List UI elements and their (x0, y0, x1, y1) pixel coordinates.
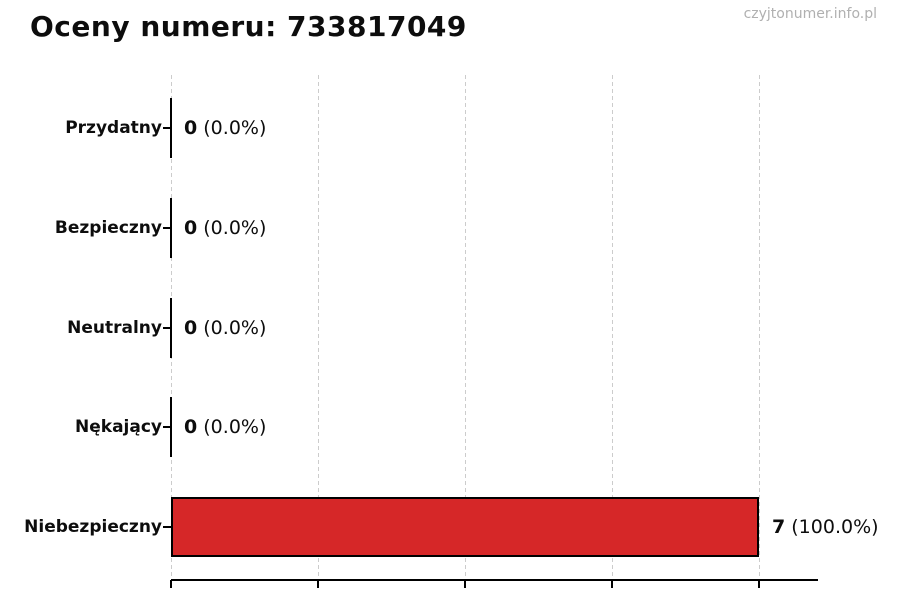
y-axis-tick (163, 127, 171, 129)
y-axis-tick (163, 326, 171, 329)
category-label: Niebezpieczny (24, 517, 162, 537)
value-label: 7 (100.0%) (772, 514, 879, 540)
watermark-text: czyjtonumer.info.pl (743, 6, 877, 22)
bar (171, 497, 759, 557)
category-label: Bezpieczny (54, 217, 162, 238)
chart-title: Oceny numeru: 733817049 (30, 10, 467, 43)
x-axis-tick (170, 580, 172, 588)
value-count: 0 (184, 316, 198, 339)
x-axis-tick (611, 580, 613, 588)
value-count: 0 (184, 416, 198, 439)
value-percent: (0.0%) (197, 117, 267, 139)
x-gridline (612, 75, 613, 580)
zero-value-bar-edge (170, 197, 172, 258)
x-axis-tick (317, 580, 319, 588)
value-percent: (0.0%) (197, 416, 267, 439)
value-percent: (100.0%) (785, 516, 879, 538)
y-axis-tick (163, 526, 171, 528)
value-label: 0 (0.0%) (184, 414, 266, 440)
value-label: 0 (0.0%) (184, 115, 266, 141)
zero-value-bar-edge (170, 397, 172, 458)
category-label: Neutralny (67, 317, 162, 338)
value-percent: (0.0%) (197, 316, 267, 339)
zero-value-bar-edge (170, 98, 172, 158)
value-count: 0 (184, 216, 198, 239)
category-label: Przydatny (65, 118, 162, 138)
y-axis-tick (163, 426, 171, 429)
category-label: Nękający (75, 417, 162, 438)
value-label: 0 (0.0%) (184, 315, 266, 341)
value-label: 0 (0.0%) (184, 215, 266, 241)
x-axis-line (171, 579, 818, 581)
x-gridline (759, 75, 760, 580)
value-count: 7 (772, 516, 786, 538)
x-axis-tick (758, 580, 760, 588)
value-percent: (0.0%) (197, 216, 267, 239)
x-gridline (318, 75, 319, 580)
x-gridline (465, 75, 466, 580)
value-count: 0 (184, 117, 198, 139)
y-axis-tick (163, 226, 171, 229)
zero-value-bar-edge (170, 297, 172, 358)
x-axis-tick (464, 580, 466, 588)
